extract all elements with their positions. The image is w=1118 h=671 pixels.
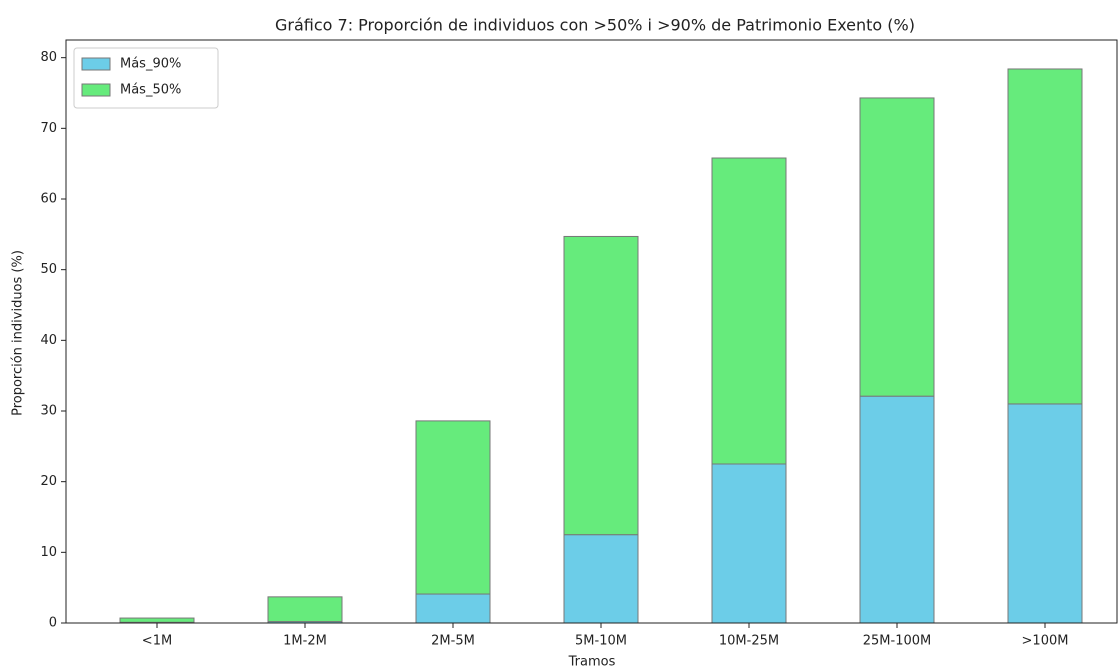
- y-axis-label: Proporción individuos (%): [11, 250, 26, 416]
- legend-swatch: [81, 83, 111, 97]
- bar-segment: [415, 420, 491, 595]
- bar-segment: [859, 97, 935, 397]
- x-tick-label: 2M-5M: [431, 634, 475, 649]
- legend-swatch: [81, 57, 111, 71]
- legend-label: Más_90%: [120, 57, 181, 72]
- y-tick-label: 50: [40, 262, 57, 277]
- x-tick-label: 1M-2M: [283, 634, 327, 649]
- x-tick-label: 5M-10M: [575, 634, 627, 649]
- y-tick-label: 30: [40, 404, 57, 419]
- y-tick-label: 10: [40, 545, 57, 560]
- chart-title: Gráfico 7: Proporción de individuos con …: [275, 16, 915, 35]
- bar-segment: [1007, 403, 1083, 624]
- y-tick-label: 80: [40, 50, 57, 65]
- x-tick-label: 25M-100M: [863, 634, 931, 649]
- bar-segment: [267, 596, 343, 623]
- bar-segment: [711, 463, 787, 624]
- bar-segment: [119, 617, 195, 623]
- y-tick-label: 60: [40, 192, 57, 207]
- y-tick-label: 40: [40, 333, 57, 348]
- y-tick-label: 70: [40, 121, 57, 136]
- legend-label: Más_50%: [120, 83, 181, 98]
- bar-segment: [563, 534, 639, 624]
- bar-segment: [711, 157, 787, 465]
- legend: Más_90% Más_50%: [73, 47, 219, 109]
- y-tick-label: 20: [40, 474, 57, 489]
- x-tick-label: <1M: [142, 634, 172, 649]
- y-tick-label: 0: [49, 616, 57, 631]
- x-tick-label: >100M: [1022, 634, 1069, 649]
- plot-frame: [65, 39, 1118, 624]
- x-axis-label: Tramos: [568, 655, 616, 670]
- x-tick-label: 10M-25M: [719, 634, 779, 649]
- bar-segment: [563, 235, 639, 536]
- bar-segment: [1007, 68, 1083, 405]
- bar-segment: [859, 395, 935, 624]
- bar-segment: [415, 593, 491, 624]
